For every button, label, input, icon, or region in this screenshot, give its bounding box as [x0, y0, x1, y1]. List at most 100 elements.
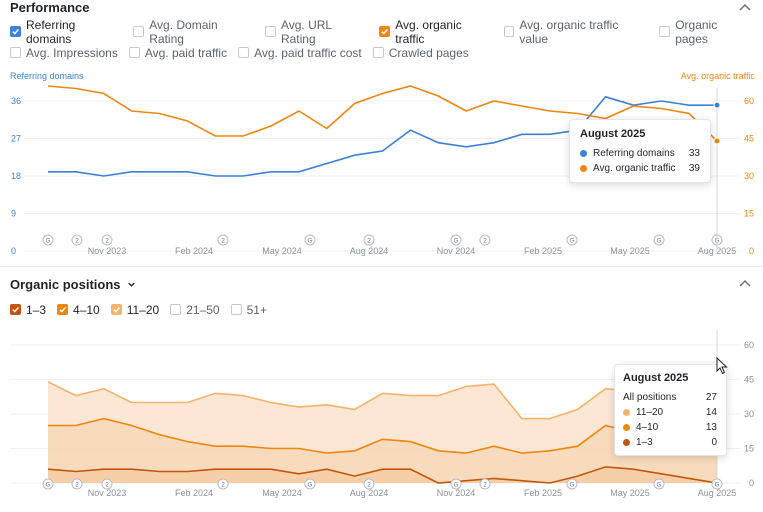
metric-toggle[interactable]: Avg. Impressions	[10, 46, 118, 60]
checkbox-unchecked-icon[interactable]	[230, 304, 242, 315]
update-marker-icon[interactable]: G	[450, 234, 462, 246]
update-marker-icon[interactable]: G	[711, 478, 723, 490]
series-dot-icon	[623, 409, 630, 416]
x-axis-tick-label: Feb 2024	[175, 488, 213, 498]
metric-label: Avg. organic traffic value	[519, 17, 619, 46]
x-axis-tick-label: Aug 2025	[698, 488, 737, 498]
checkbox-unchecked-icon[interactable]	[503, 26, 515, 37]
update-marker-icon[interactable]: 2	[363, 234, 375, 246]
tooltip-row: Avg. organic traffic 39	[580, 161, 700, 176]
metric-toggle[interactable]: Organic pages	[659, 18, 752, 46]
metric-toggle[interactable]: Avg. organic traffic value	[503, 17, 649, 46]
chevron-up-icon[interactable]	[737, 276, 753, 292]
update-marker-icon[interactable]: 2	[101, 478, 113, 490]
area-band-1[interactable]	[48, 418, 717, 483]
x-axis-tick-label: May 2025	[610, 246, 650, 256]
metric-toggle[interactable]: 11–20	[110, 303, 159, 317]
checkbox-checked-icon[interactable]	[10, 26, 21, 37]
metric-toggle[interactable]: Avg. paid traffic	[128, 46, 227, 60]
update-marker-icon[interactable]: G	[304, 234, 316, 246]
checkbox-unchecked-icon[interactable]	[265, 26, 276, 37]
organic-positions-chart[interactable]: 0 15 30 45 60 Nov 2023 Feb 2024 May 2024 Aug 202…	[0, 268, 763, 512]
metric-label: Avg. organic traffic	[395, 17, 462, 46]
checkbox-checked-icon[interactable]	[379, 26, 391, 37]
update-marker-icon[interactable]: G	[304, 478, 316, 490]
section-divider	[0, 266, 763, 267]
x-axis-tick-label: Aug 2024	[350, 246, 389, 256]
tooltip-title: August 2025	[623, 372, 689, 384]
metric-toggle[interactable]: Avg. organic traffic	[379, 18, 492, 46]
performance-tooltip: August 2025 Referring domains 33 Avg. orga…	[569, 119, 711, 183]
update-marker-label: G	[45, 482, 50, 489]
update-marker-icon[interactable]: 2	[71, 478, 83, 490]
update-marker-label: 2	[105, 238, 109, 245]
metric-label: 51+	[246, 302, 267, 317]
metric-toggle[interactable]: Avg. paid traffic cost	[238, 46, 362, 60]
update-marker-icon[interactable]: 2	[217, 478, 229, 490]
hover-point	[713, 101, 721, 109]
area-band-2[interactable]	[48, 381, 717, 454]
x-axis-tick-label: Feb 2025	[524, 488, 562, 498]
performance-chart[interactable]: 0 9 18 27 36 0 15 30 45 60 Nov 2023 Feb 2024 May 202…	[0, 0, 763, 268]
metric-toggle[interactable]: Referring domains	[10, 18, 122, 46]
area-line-1[interactable]	[48, 417, 718, 454]
checkbox-checked-icon[interactable]	[110, 304, 122, 315]
tooltip-row-label: All positions	[623, 392, 677, 403]
update-marker-icon[interactable]: G	[42, 234, 54, 246]
x-axis-tick-label: Nov 2024	[437, 488, 476, 498]
update-marker-icon[interactable]: 2	[217, 234, 229, 246]
update-marker-label: G	[656, 482, 661, 489]
metric-toggle[interactable]: 4–10	[57, 303, 100, 317]
metric-toggle[interactable]: Crawled pages	[372, 46, 469, 60]
checkbox-checked-icon[interactable]	[57, 304, 69, 315]
checkbox-unchecked-icon[interactable]	[10, 47, 21, 58]
update-marker-icon[interactable]: G	[42, 478, 54, 490]
update-marker-icon[interactable]: G	[566, 234, 578, 246]
metric-toggle[interactable]: 1–3	[10, 303, 46, 317]
metric-label: Avg. URL Rating	[280, 17, 332, 46]
metric-toggle[interactable]: Avg. URL Rating	[265, 18, 368, 46]
update-marker-icon[interactable]: G	[566, 478, 578, 490]
update-marker-icon[interactable]: 2	[479, 478, 491, 490]
chevron-up-icon[interactable]	[737, 0, 753, 16]
tooltip-row-label: Avg. organic traffic	[593, 163, 676, 174]
checkbox-checked-icon[interactable]	[10, 304, 21, 315]
checkbox-unchecked-icon[interactable]	[170, 304, 182, 315]
right-axis-tick-label: 15	[744, 209, 754, 219]
tooltip-title: August 2025	[580, 128, 646, 140]
metric-toggle[interactable]: 51+	[230, 302, 267, 317]
organic-positions-title: Organic positions	[10, 277, 121, 292]
checkbox-unchecked-icon[interactable]	[133, 26, 145, 37]
metric-row-1: Referring domains Avg. Domain Rating Avg. …	[10, 18, 763, 46]
metric-label: Avg. Impressions	[26, 45, 118, 60]
area-line-2[interactable]	[47, 381, 718, 422]
series-line-referring-domains[interactable]	[48, 95, 717, 177]
performance-header[interactable]: Performance	[10, 0, 89, 15]
right-axis-tick-label: 0	[749, 478, 754, 488]
checkbox-unchecked-icon[interactable]	[659, 26, 671, 37]
chevron-down-icon[interactable]	[127, 280, 136, 289]
right-axis-title: Avg. organic traffic	[680, 71, 755, 81]
series-line-organic-traffic[interactable]	[47, 85, 718, 142]
update-marker-icon[interactable]: 2	[479, 234, 491, 246]
area-band-0[interactable]	[48, 466, 717, 483]
checkbox-unchecked-icon[interactable]	[372, 47, 384, 58]
update-marker-icon[interactable]: G	[450, 478, 462, 490]
update-marker-label: G	[453, 482, 458, 489]
mouse-cursor-icon	[716, 357, 728, 375]
positions-legend-row: 1–3 4–10 11–20 21–50 51+	[10, 299, 278, 320]
area-line-0[interactable]	[47, 466, 718, 484]
update-marker-icon[interactable]: G	[653, 478, 665, 490]
organic-positions-header[interactable]: Organic positions	[10, 277, 136, 292]
update-marker-icon[interactable]: 2	[71, 234, 83, 246]
metric-label: 1–3	[26, 302, 47, 317]
metric-toggle[interactable]: 21–50	[170, 303, 220, 317]
metric-toggle[interactable]: Avg. Domain Rating	[133, 18, 254, 46]
update-marker-icon[interactable]: 2	[363, 478, 375, 490]
checkbox-unchecked-icon[interactable]	[128, 47, 140, 58]
update-marker-icon[interactable]: 2	[101, 234, 113, 246]
checkbox-unchecked-icon[interactable]	[238, 47, 250, 58]
update-marker-icon[interactable]: G	[653, 234, 665, 246]
right-axis-tick-label: 30	[744, 409, 754, 419]
tooltip-row-value: 27	[705, 392, 717, 403]
